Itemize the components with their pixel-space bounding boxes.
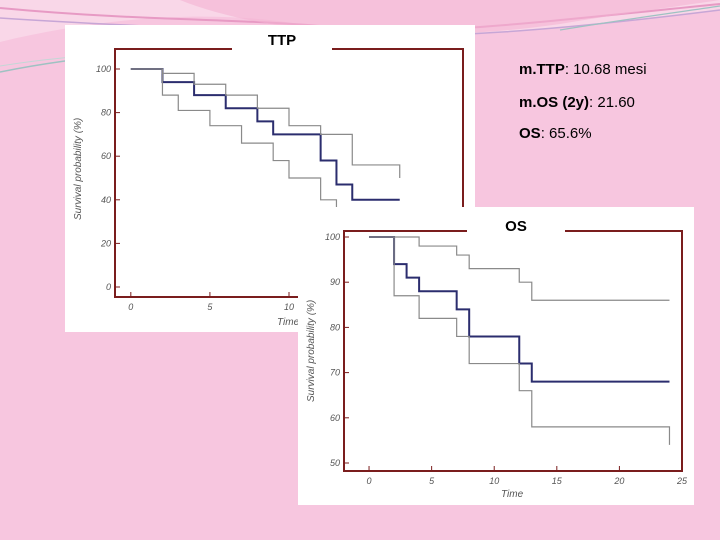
os-xtick-label: 0 — [367, 476, 372, 486]
os-xtick-label: 20 — [613, 476, 624, 486]
ttp-ytick-label: 0 — [106, 282, 111, 292]
os-ytick-label: 100 — [325, 232, 340, 242]
stat-median-ttp-value: : 10.68 mesi — [564, 61, 647, 78]
ttp-xtick-label: 0 — [128, 302, 133, 312]
os-xlabel: Time — [501, 489, 524, 500]
os-chart-panel: Survival probability (%) Time 50 60 70 80 90… — [298, 207, 694, 505]
os-ylabel: Survival probability (%) — [306, 300, 317, 402]
os-ytick-label: 90 — [330, 277, 340, 287]
os-ytick-label: 60 — [330, 413, 340, 423]
ttp-title: TTP — [232, 31, 332, 51]
os-title: OS — [467, 217, 565, 237]
ttp-median-line — [130, 68, 400, 201]
os-ytick-label: 80 — [330, 322, 340, 332]
stat-os-rate: OS: 65.6% — [519, 125, 592, 142]
os-plot-frame — [343, 230, 683, 472]
os-ytick-label: 50 — [330, 458, 340, 468]
stat-median-ttp-key: m.TTP — [519, 61, 565, 78]
ttp-ytick-label: 80 — [101, 108, 111, 118]
ttp-xtick-label: 5 — [207, 302, 213, 312]
stat-median-os: m.OS (2y): 21.60 — [519, 94, 635, 111]
os-xtick-label: 25 — [676, 476, 688, 486]
os-xtick-label: 15 — [552, 476, 563, 486]
os-median-line — [369, 236, 670, 383]
stat-median-ttp: m.TTP: 10.68 mesi — [519, 61, 647, 78]
stat-median-os-value: : 21.60 — [589, 94, 635, 111]
ttp-ylabel: Survival probability (%) — [73, 118, 84, 220]
ttp-upper-ci-line — [130, 68, 401, 178]
ttp-ytick-label: 20 — [100, 238, 111, 248]
stat-os-rate-key: OS — [519, 125, 541, 142]
ttp-xtick-label: 10 — [284, 302, 294, 312]
os-ytick-label: 70 — [330, 368, 340, 378]
stat-median-os-key: m.OS (2y) — [519, 94, 590, 111]
os-xtick-label: 5 — [429, 476, 435, 486]
ttp-xlabel: Time — [277, 317, 300, 328]
stat-os-rate-value: : 65.6% — [540, 125, 592, 142]
ttp-ytick-label: 40 — [101, 195, 111, 205]
ttp-ytick-label: 100 — [96, 64, 111, 74]
os-xtick-label: 10 — [489, 476, 499, 486]
os-upper-ci-line — [369, 236, 670, 301]
os-km-chart: Survival probability (%) Time 5060708090… — [306, 230, 688, 500]
os-lower-ci-line — [369, 236, 671, 445]
ttp-ytick-label: 60 — [101, 151, 111, 161]
